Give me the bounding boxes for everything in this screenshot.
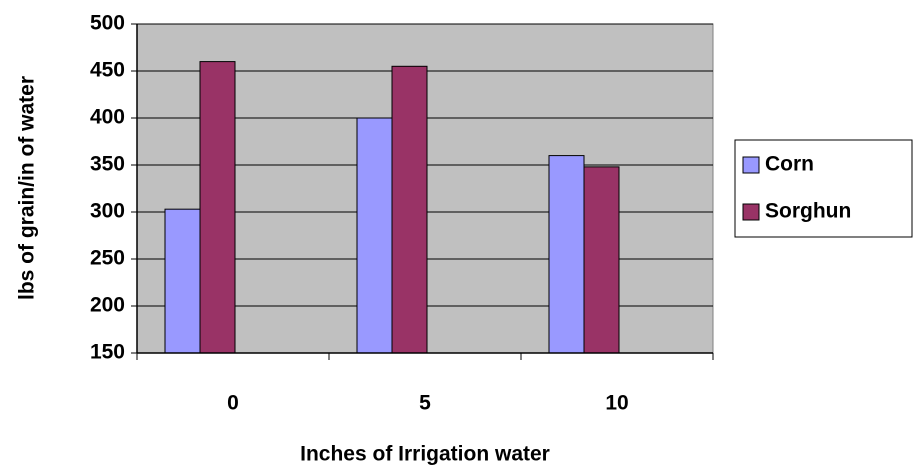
bar bbox=[583, 166, 620, 354]
y-tick-label: 200 bbox=[90, 294, 125, 317]
bar bbox=[548, 155, 585, 354]
y-tick-label: 300 bbox=[90, 200, 125, 223]
bar bbox=[164, 208, 201, 354]
bar bbox=[199, 61, 236, 354]
y-tick-label: 250 bbox=[90, 247, 125, 270]
legend-label: Sorghun bbox=[765, 200, 851, 223]
bar bbox=[391, 65, 428, 354]
x-tick-label: 5 bbox=[419, 392, 431, 415]
x-tick-label: 10 bbox=[605, 392, 628, 415]
x-axis-label: Inches of Irrigation water bbox=[300, 443, 550, 466]
legend-swatch bbox=[742, 203, 760, 221]
y-tick-label: 500 bbox=[90, 12, 125, 35]
legend-swatch bbox=[742, 156, 760, 174]
y-axis-label: lbs of grain/in of water bbox=[16, 76, 39, 300]
y-tick-label: 150 bbox=[90, 341, 125, 364]
bar bbox=[356, 117, 393, 354]
legend-label: Corn bbox=[765, 153, 814, 176]
y-tick-label: 350 bbox=[90, 153, 125, 176]
x-tick-label: 0 bbox=[227, 392, 239, 415]
y-tick-label: 400 bbox=[90, 106, 125, 129]
y-tick-label: 450 bbox=[90, 59, 125, 82]
legend-box bbox=[734, 139, 913, 238]
